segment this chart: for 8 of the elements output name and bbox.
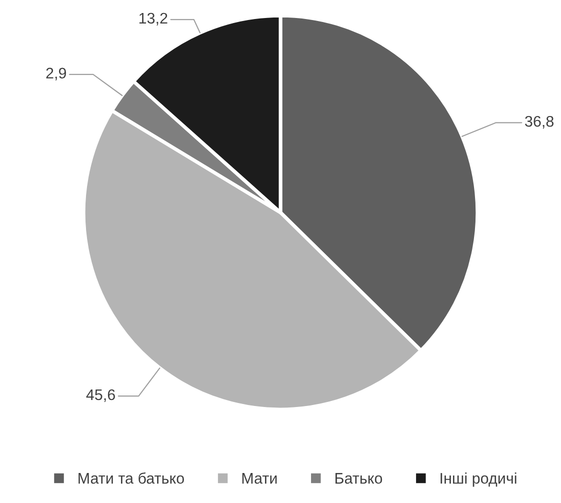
data-label: 2,9 [46,68,66,80]
legend-label: Інші родичі [440,472,516,487]
data-label: 45,6 [86,389,115,402]
legend-label: Мати та батько [78,472,184,484]
data-label: 36,8 [525,116,554,129]
data-label: 13,2 [139,12,168,26]
legend-label: Мати [242,473,277,484]
legend-label: Батько [335,473,382,484]
